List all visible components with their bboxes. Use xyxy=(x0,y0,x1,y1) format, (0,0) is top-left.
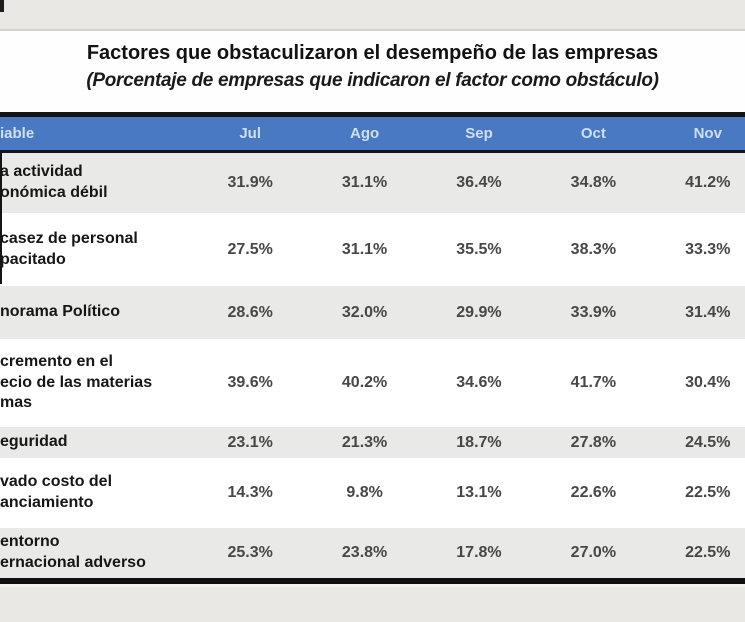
value-cell: 31.1% xyxy=(341,240,388,258)
value-cell: 33.9% xyxy=(570,303,617,321)
value-cell: 22.6% xyxy=(570,484,617,501)
header-variable: iable xyxy=(0,125,35,142)
clipped-content-mark xyxy=(0,0,4,12)
value-cell: 13.1% xyxy=(456,484,502,501)
factor-label: vado costo del anciamiento xyxy=(0,473,113,511)
table-row-elevado-costo-financiamiento: vado costo del anciamiento 14.3% 9.8% 13… xyxy=(0,458,745,528)
value-cell: 25.3% xyxy=(227,544,273,561)
value-cell: 31.1% xyxy=(341,174,388,191)
header-month-nov: Nov xyxy=(693,125,722,142)
value-cell: 30.4% xyxy=(685,374,731,391)
value-cell: 14.3% xyxy=(227,484,273,501)
value-cell: 31.9% xyxy=(227,174,273,191)
table-row-inseguridad: eguridad 23.1% 21.3% 18.7% 27.8% 24.5% xyxy=(0,427,745,458)
value-cell: 23.8% xyxy=(341,544,388,561)
value-cell: 34.8% xyxy=(570,174,617,191)
header-month-jul: Jul xyxy=(239,125,262,142)
factor-label: eguridad xyxy=(0,433,68,451)
factor-label: norama Político xyxy=(0,303,121,321)
value-cell: 27.0% xyxy=(570,544,617,561)
value-cell: 33.3% xyxy=(685,240,731,258)
value-cell: 31.4% xyxy=(685,303,731,321)
table-row-actividad-economica-debil: a actividad onómica débil 31.9% 31.1% 36… xyxy=(0,153,745,213)
table-body: a actividad onómica débil 31.9% 31.1% 36… xyxy=(0,153,745,584)
value-cell: 29.9% xyxy=(456,303,502,321)
factor-label: a actividad onómica débil xyxy=(0,163,108,201)
value-cell: 9.8% xyxy=(346,484,383,501)
value-cell: 34.6% xyxy=(456,374,502,391)
value-cell: 41.2% xyxy=(685,174,731,191)
factor-label: entorno ernacional adverso xyxy=(0,533,146,571)
value-cell: 22.5% xyxy=(685,544,731,561)
value-cell: 23.1% xyxy=(227,433,273,451)
table-row-incremento-precio-materias-primas: cremento en el ecio de las materias mas … xyxy=(0,339,745,427)
value-cell: 27.8% xyxy=(570,433,617,451)
value-cell: 22.5% xyxy=(685,484,731,501)
value-cell: 35.5% xyxy=(456,240,502,258)
header-month-oct: Oct xyxy=(580,125,606,142)
table-subtitle: (Porcentaje de empresas que indicaron el… xyxy=(86,70,659,91)
clipped-left-border-line xyxy=(0,153,2,284)
value-cell: 21.3% xyxy=(341,433,388,451)
bottom-margin-band xyxy=(0,584,745,622)
header-month-ago: Ago xyxy=(350,125,380,142)
factor-label: cremento en el ecio de las materias mas xyxy=(0,352,153,412)
value-cell: 41.7% xyxy=(570,374,617,391)
table-row-escasez-personal-capacitado: casez de personal pacitado 27.5% 31.1% 3… xyxy=(0,213,745,286)
value-cell: 39.6% xyxy=(227,374,273,391)
value-cell: 17.8% xyxy=(456,544,502,561)
top-margin-band xyxy=(0,0,745,31)
factor-label: casez de personal pacitado xyxy=(0,229,138,268)
value-cell: 28.6% xyxy=(227,303,273,321)
value-cell: 27.5% xyxy=(227,240,273,258)
value-cell: 36.4% xyxy=(456,174,502,191)
table-header-row: iable Jul Ago Sep Oct Nov xyxy=(0,112,745,153)
table-row-panorama-politico: norama Político 28.6% 32.0% 29.9% 33.9% … xyxy=(0,286,745,339)
table-row-entorno-internacional-adverso: entorno ernacional adverso 25.3% 23.8% 1… xyxy=(0,528,745,578)
title-block: Factores que obstaculizaron el desempeño… xyxy=(0,31,745,112)
value-cell: 32.0% xyxy=(341,303,388,321)
value-cell: 38.3% xyxy=(570,240,617,258)
table-title: Factores que obstaculizaron el desempeño… xyxy=(86,42,659,64)
header-month-sep: Sep xyxy=(465,125,493,142)
value-cell: 24.5% xyxy=(685,433,731,451)
factors-table: iable Jul Ago Sep Oct Nov a actividad on… xyxy=(0,112,745,584)
value-cell: 18.7% xyxy=(456,433,502,451)
value-cell: 40.2% xyxy=(341,374,388,391)
